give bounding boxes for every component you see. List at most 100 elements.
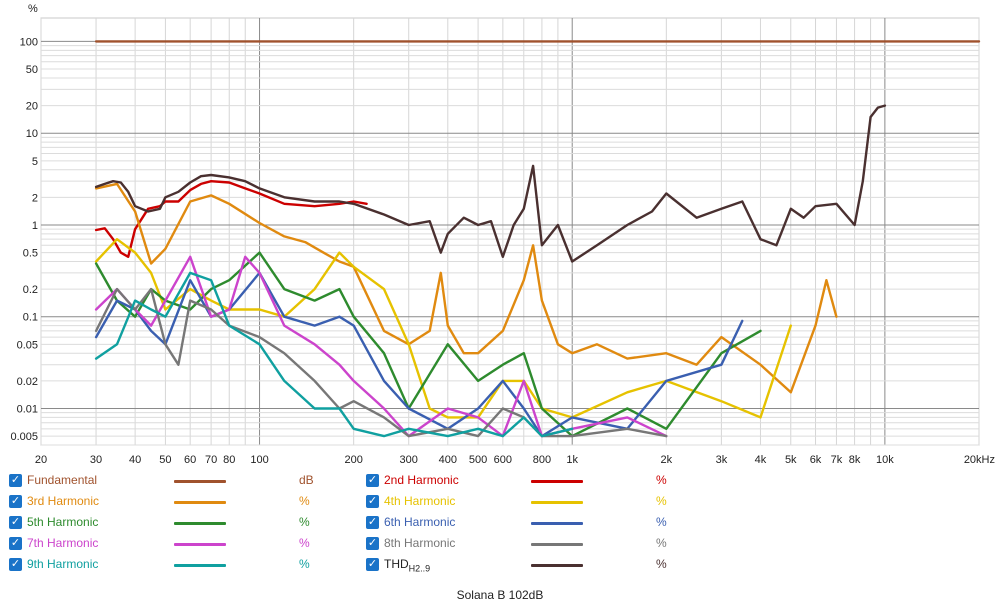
series-line-6th-harmonic [94,271,744,438]
legend-unit: % [299,557,310,571]
legend-checkbox[interactable]: ✓ [366,558,379,571]
x-tick-label: 1k [566,454,578,466]
y-tick-label: 50 [26,64,38,76]
legend-checkbox[interactable]: ✓ [9,474,22,487]
y-tick-label: 5 [32,156,38,168]
legend-swatch [531,543,583,546]
x-tick-label: 200 [344,454,362,466]
legend-item[interactable]: ✓ 3rd Harmonic% [9,493,349,513]
x-tick-label: 100 [250,454,268,466]
legend-checkbox[interactable]: ✓ [366,495,379,508]
legend-swatch [531,564,583,567]
legend-label: 3rd Harmonic [27,494,100,508]
y-tick-label: 0.02 [17,376,38,388]
distortion-chart: % 100 50 20 10 5 2 1 0.5 0.2 0.1 0.05 0.02 0.01 0.005… [10,3,995,466]
x-tick-label: 2k [661,454,673,466]
legend-item[interactable]: ✓ Fundamental dB [9,472,349,492]
x-tick-label: 6k [810,454,822,466]
y-tick-label: 20 [26,101,38,113]
series-line-3rd-harmonic [94,182,838,394]
chart-grid [40,17,980,446]
x-tick-label: 10k [876,454,894,466]
legend-item[interactable]: ✓ 7th Harmonic% [9,535,349,555]
legend-unit: % [656,473,667,487]
legend-unit: % [299,515,310,529]
x-tick-label: 7k [831,454,843,466]
legend-label: THDH2..9 [384,557,431,574]
legend-checkbox[interactable]: ✓ [366,474,379,487]
legend-item[interactable]: ✓ 6th Harmonic% [366,514,706,534]
legend-label: 5th Harmonic [27,515,99,529]
y-tick-labels: 100 50 20 10 5 2 1 0.5 0.2 0.1 0.05 0.02 0.01 0.005 [10,36,38,443]
legend-label: Fundamental [27,473,98,487]
legend-checkbox[interactable]: ✓ [9,516,22,529]
x-tick-label: 30 [90,454,102,466]
legend-checkbox[interactable]: ✓ [366,537,379,550]
chart-legend: ✓ Fundamental dB ✓ 2nd Harmonic% ✓ 3rd Harmoni… [0,472,1000,577]
x-tick-label: 70 [205,454,217,466]
legend-label-subscript: H2..9 [408,563,431,574]
legend-swatch [174,543,226,546]
series-line-7th-harmonic [94,255,668,438]
x-tick-label: 600 [494,454,512,466]
y-tick-label: 0.005 [10,431,38,443]
legend-swatch [531,501,583,504]
legend-label: 9th Harmonic [27,557,99,571]
legend-label: 8th Harmonic [384,536,456,550]
y-tick-label: 0.01 [17,403,38,415]
x-tick-label: 5k [785,454,797,466]
legend-unit: % [656,515,667,529]
x-tick-labels: 20 30 40 50 60 70 80 100 200 300 400 500 600 800 1k 2k 3… [35,454,995,466]
legend-label: 2nd Harmonic [384,473,459,487]
legend-unit: % [656,494,667,508]
series-line-4th-harmonic [94,238,792,419]
y-tick-label: 0.5 [23,248,38,260]
x-tick-label: 4k [755,454,767,466]
legend-item[interactable]: ✓ 9th Harmonic% [9,556,349,576]
y-tick-label: 2 [32,192,38,204]
legend-swatch [174,501,226,504]
series-line-thd [94,104,887,263]
legend-checkbox[interactable]: ✓ [9,537,22,550]
legend-unit: % [299,536,310,550]
legend-item[interactable]: ✓ THDH2..9% [366,556,706,576]
y-tick-label: 100 [20,36,38,48]
legend-checkbox[interactable]: ✓ [9,558,22,571]
y-tick-label: 10 [26,128,38,140]
series-line-2nd-harmonic [94,180,368,258]
x-tick-label: 20 [35,454,47,466]
legend-item[interactable]: ✓ 5th Harmonic% [9,514,349,534]
legend-label: 7th Harmonic [27,536,99,550]
x-tick-label: 500 [469,454,487,466]
legend-swatch [174,522,226,525]
legend-checkbox[interactable]: ✓ [366,516,379,529]
chart-series [94,40,981,438]
y-tick-label: 1 [32,220,38,232]
x-tick-label: 8k [849,454,861,466]
y-unit-label: % [28,3,38,15]
x-tick-label: 800 [533,454,551,466]
x-tick-label: 80 [223,454,235,466]
legend-swatch [174,480,226,483]
x-tick-label: 50 [159,454,171,466]
legend-item[interactable]: ✓ 8th Harmonic% [366,535,706,555]
y-tick-label: 0.1 [23,312,38,324]
y-tick-label: 0.05 [17,339,38,351]
chart-title: Solana B 102dB [456,588,544,602]
x-tick-label: 300 [400,454,418,466]
legend-item[interactable]: ✓ 2nd Harmonic% [366,472,706,492]
legend-unit: % [656,557,667,571]
legend-checkbox[interactable]: ✓ [9,495,22,508]
legend-item[interactable]: ✓ 4th Harmonic% [366,493,706,513]
legend-swatch [174,564,226,567]
series-line-9th-harmonic [94,271,574,438]
legend-unit: dB [299,473,314,487]
x-tick-label: 400 [439,454,457,466]
x-tick-label: 40 [129,454,141,466]
legend-label: 4th Harmonic [384,494,456,508]
legend-swatch [531,480,583,483]
x-tick-label: 60 [184,454,196,466]
legend-label: 6th Harmonic [384,515,456,529]
legend-unit: % [299,494,310,508]
legend-swatch [531,522,583,525]
